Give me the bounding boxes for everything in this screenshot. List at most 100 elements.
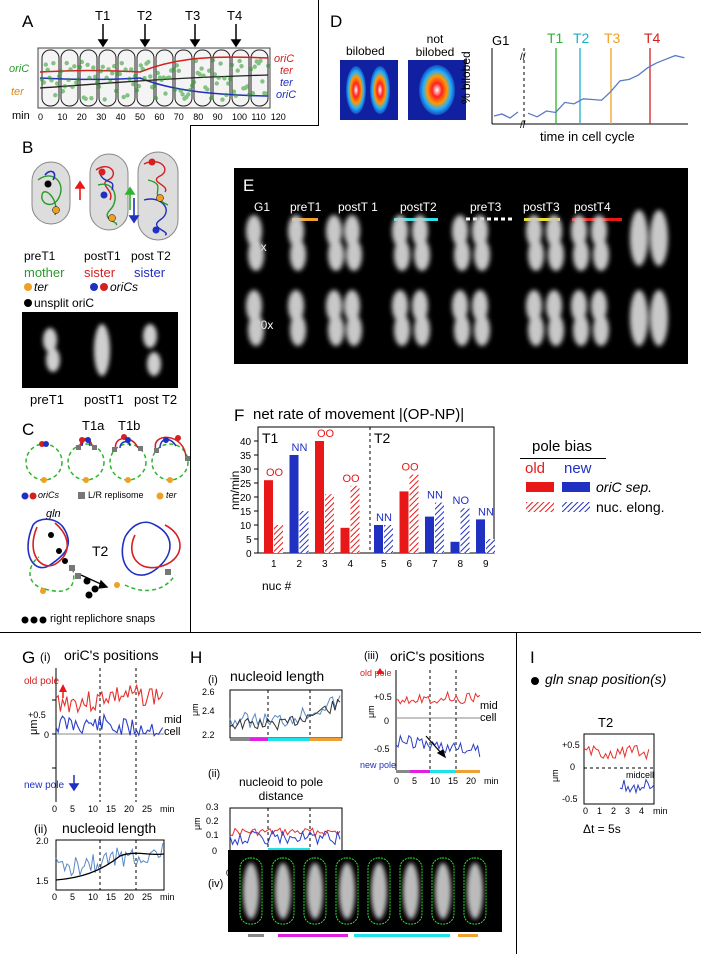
bias-label: OO [343, 473, 361, 485]
kymo-dot [125, 93, 130, 98]
kymo-dot [235, 68, 240, 73]
cell-lobe [472, 215, 488, 247]
ytick: 30 [240, 465, 252, 476]
e-col-postt2: postT2 [400, 200, 437, 214]
c-label-t1a: T1a [82, 418, 105, 433]
tick-label: 15 [448, 776, 459, 786]
kymo-dot [146, 59, 151, 65]
svg-text://: // [520, 120, 526, 128]
nucleoid [467, 863, 483, 919]
kymo-dot [226, 81, 231, 86]
panel-label-c: C [22, 420, 35, 439]
kymo-dot [216, 75, 221, 80]
d-xlabel: time in cell cycle [540, 129, 635, 144]
b-img-label-postt1: postT1 [84, 392, 124, 407]
bar-oric-sep [374, 525, 383, 553]
tick-label: 10 [88, 804, 99, 814]
nucleoid [403, 863, 419, 919]
cell-lobe [290, 239, 306, 271]
bar-oric-sep [425, 516, 434, 553]
nuc-tick: 5 [381, 559, 387, 570]
kymo-dot [252, 64, 257, 69]
cell-lobe [326, 215, 342, 247]
h-i-chart [229, 689, 343, 741]
b-legend-unsplit: unsplit oriC [34, 296, 95, 310]
ytick: 35 [240, 451, 252, 462]
b-label-postt1: postT1 [84, 249, 121, 263]
kymo-dot [186, 92, 191, 97]
g-ylabel: μm [28, 719, 40, 735]
tick-label: 0 [52, 804, 58, 814]
i-ytick-0: 0 [570, 762, 576, 772]
tick-label: 0 [394, 776, 400, 786]
cell-lobe [526, 290, 542, 322]
kymo-dot [56, 74, 62, 79]
cell-lobe [573, 314, 589, 346]
f-xlabel: nuc # [262, 579, 292, 593]
e-col-postt1: postT 1 [338, 200, 378, 214]
panel-label-d: D [330, 12, 343, 31]
kymo-dot [112, 63, 117, 69]
kymo-dot [85, 62, 90, 68]
kymo-dot [91, 65, 96, 70]
tick-label: 10 [430, 776, 441, 786]
bias-label: NN [427, 490, 443, 502]
marker-t2: T2 [137, 8, 153, 23]
kymo-dot [70, 84, 75, 90]
tick-label: 5 [70, 892, 76, 902]
kymo-dot [55, 81, 60, 86]
f-legend-rule [520, 458, 606, 459]
cell-lobe [591, 290, 607, 322]
bar-oric-sep [340, 527, 350, 553]
cell-lobe [394, 239, 410, 271]
cell-lobe [246, 215, 262, 247]
ytick: 10 [240, 521, 252, 532]
ytick: 15 [240, 507, 252, 518]
tick-label: 25 [142, 892, 153, 902]
kymo-dot [245, 84, 250, 89]
kymo-dot [193, 58, 199, 64]
cell-outline [239, 857, 263, 925]
kymo-dot [110, 71, 115, 76]
tick-label: 25 [142, 804, 153, 814]
bar-nuc-elong [486, 539, 495, 553]
e-cells [246, 210, 668, 346]
kymo-dot [106, 67, 111, 72]
cell-outline [303, 857, 327, 925]
nucleoid [435, 863, 451, 919]
kymo-dot [218, 61, 223, 66]
tick-label: 20 [124, 892, 135, 902]
tick-label: 20 [76, 112, 87, 122]
h-mid: mid [480, 700, 498, 712]
kymo-dot [58, 69, 64, 74]
kymo-dot [41, 80, 47, 85]
kymo-dot [132, 73, 138, 79]
bar-oric-sep [315, 441, 324, 553]
kymo-dot [79, 59, 85, 65]
f-t1: T1 [262, 430, 279, 446]
kymo-dot [123, 67, 128, 72]
cell-lobe [454, 239, 470, 271]
d-label-bilobed: bilobed [346, 44, 385, 58]
tick-label: 0 [583, 806, 589, 816]
bilobed-line [527, 54, 685, 118]
kymo-dot [246, 92, 252, 97]
bias-label: OO [266, 467, 284, 479]
bar-nuc-elong [384, 525, 393, 553]
b-label-pret1: preT1 [24, 249, 56, 263]
i-title: gln snap position(s) [545, 671, 666, 687]
kymo-dot [148, 74, 153, 79]
cell-lobe [452, 290, 468, 322]
g-ii-ytick-20: 2.0 [36, 836, 49, 846]
kymo-dot [45, 67, 50, 72]
kymo-dot [96, 84, 102, 90]
d-marker-t3: T3 [604, 30, 621, 46]
kymo-dot [214, 81, 219, 86]
cell-lobe [344, 215, 360, 247]
a-label-oric-r1: oriC [274, 53, 295, 65]
cell-lobe [328, 239, 344, 271]
kymo-dot [231, 89, 237, 94]
a-label-ter-r1: ter [280, 65, 293, 77]
tick-label: min [484, 776, 499, 786]
cell-lobe [392, 215, 408, 247]
